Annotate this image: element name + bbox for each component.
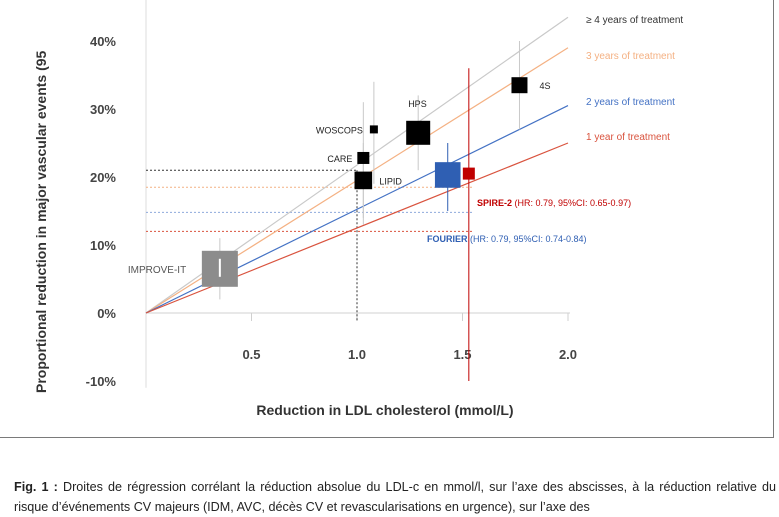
trial-label: CARE — [327, 154, 352, 164]
x-tick-label: 2.0 — [559, 347, 577, 362]
y-tick-label: 10% — [90, 238, 116, 253]
line-label: 2 years of treatment — [586, 97, 675, 108]
trial-annotation: FOURIER (HR: 0.79, 95%CI: 0.74-0.84) — [427, 234, 587, 244]
trial-label: 4S — [539, 81, 550, 91]
trial-annotation: SPIRE-2 (HR: 0.79, 95%CI: 0.65-0.97) — [477, 198, 631, 208]
line-label: ≥ 4 years of treatment — [586, 15, 683, 26]
trial-markers — [201, 41, 528, 381]
figure-caption: Fig. 1 : Droites de régression corrélant… — [14, 477, 776, 517]
chart-axes: 0.5 1.0 1.5 2.0 40% 30% 20% 10% 0% -10% Reduction … — [33, 0, 577, 418]
trial-marker — [462, 167, 475, 180]
figure-frame — [0, 0, 774, 438]
y-tick-label: 0% — [97, 306, 116, 321]
trial-marker — [406, 120, 431, 145]
dotted-guides — [146, 169, 474, 321]
caption-text: Droites de régression corrélant la réduc… — [14, 480, 776, 514]
y-tick-label: 40% — [90, 34, 116, 49]
regression-chart: 0.5 1.0 1.5 2.0 40% 30% 20% 10% 0% -10% Reduction … — [33, 0, 684, 418]
y-axis-label: Proportional reduction in major vascular… — [33, 50, 49, 393]
caption-fig-label: Fig. 1 : — [14, 480, 58, 494]
y-tick-label: -10% — [86, 374, 117, 389]
line-label: 1 year of treatment — [586, 132, 670, 143]
x-tick-label: 1.5 — [453, 347, 471, 362]
trial-marker — [354, 171, 373, 190]
trial-label: LIPID — [379, 176, 402, 186]
trial-label: IMPROVE-IT — [128, 265, 186, 276]
line-label: 3 years of treatment — [586, 51, 675, 62]
trial-marker — [434, 162, 461, 188]
trial-label: HPS — [408, 99, 427, 109]
trial-marker — [511, 77, 528, 94]
chart-labels: ≥ 4 years of treatment 3 years of treatme… — [128, 15, 684, 276]
x-axis-label: Reduction in LDL cholesterol (mmol/L) — [256, 402, 513, 418]
trial-marker — [369, 125, 378, 134]
y-tick-label: 20% — [90, 170, 116, 185]
trial-marker — [357, 151, 370, 164]
x-tick-label: 1.0 — [348, 347, 366, 362]
x-tick-label: 0.5 — [242, 347, 260, 362]
trial-label: WOSCOPS — [316, 125, 363, 135]
y-tick-label: 30% — [90, 102, 116, 117]
